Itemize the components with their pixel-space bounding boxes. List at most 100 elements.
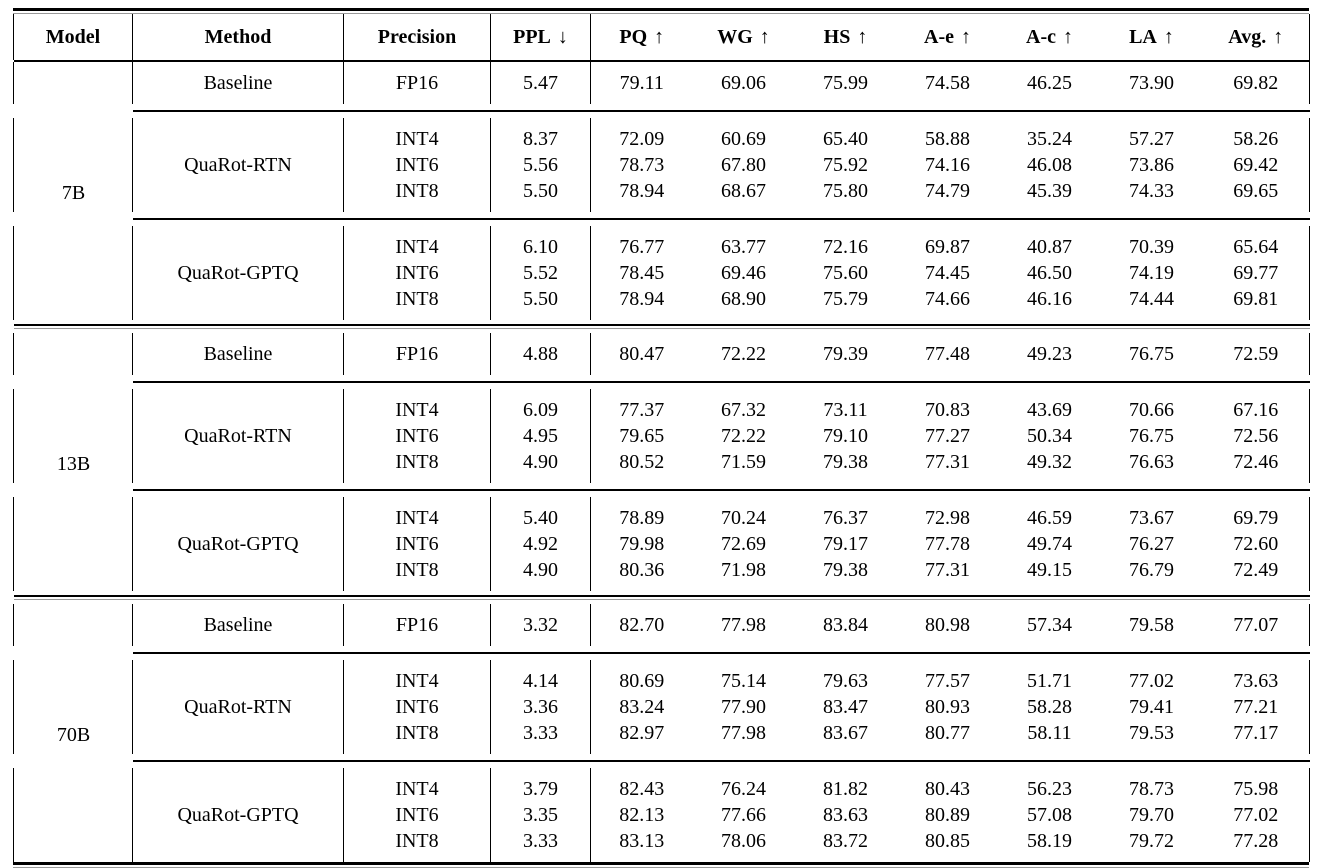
value-cell xyxy=(795,768,897,776)
ppl-cell xyxy=(490,389,591,397)
precision-cell: INT6 xyxy=(343,531,491,557)
value-cell: 73.63 xyxy=(1202,668,1310,694)
model-cell xyxy=(13,286,133,312)
precision-cell: INT4 xyxy=(343,397,491,423)
model-cell xyxy=(13,497,133,505)
value-cell: 49.15 xyxy=(1027,559,1072,581)
value-cell: 80.85 xyxy=(925,830,970,852)
model-cell xyxy=(13,260,133,286)
column-header-precision: Precision xyxy=(343,14,491,60)
value-cell: 72.59 xyxy=(1202,341,1310,367)
value-cell xyxy=(897,660,999,668)
model-cell xyxy=(13,389,133,397)
model-cell xyxy=(13,423,133,449)
value-cell: 79.72 xyxy=(1129,830,1174,852)
value-cell xyxy=(1202,660,1310,668)
method-cell xyxy=(132,475,344,483)
value-cell xyxy=(590,854,693,862)
value-cell: 75.14 xyxy=(721,670,766,692)
value-cell xyxy=(1202,746,1310,754)
value-cell xyxy=(795,604,897,612)
table-row xyxy=(13,389,1310,397)
value-cell: 77.28 xyxy=(1202,828,1310,854)
value-cell: 51.71 xyxy=(1027,670,1072,692)
table-row: QuaRot-RTN INT6 4.95 79.65 72.22 79.10 77.27 50… xyxy=(13,423,1310,449)
value-cell xyxy=(897,638,999,646)
down-arrow-icon: ↓ xyxy=(557,26,568,48)
value-cell: 80.77 xyxy=(925,722,970,744)
value-cell: 72.16 xyxy=(823,236,868,258)
value-cell: 79.38 xyxy=(823,451,868,473)
value-cell xyxy=(999,96,1101,104)
value-cell xyxy=(999,604,1101,612)
value-cell xyxy=(1202,583,1310,591)
table-row xyxy=(13,583,1310,591)
precision-cell xyxy=(343,475,491,483)
value-cell: 57.34 xyxy=(1027,614,1072,636)
ppl-cell: 5.47 xyxy=(490,70,591,96)
method-cell: QuaRot-GPTQ xyxy=(132,531,344,557)
table-row xyxy=(13,312,1310,320)
value-cell: 83.13 xyxy=(590,828,693,854)
table-row: INT4 8.37 72.09 60.69 65.40 58.88 35.24 57.27 58… xyxy=(13,126,1310,152)
precision-cell xyxy=(343,333,491,341)
rule-row xyxy=(14,110,1310,112)
table-row: INT8 4.90 80.52 71.59 79.38 77.31 49.32 76.63 72… xyxy=(13,449,1310,475)
value-cell xyxy=(795,226,897,234)
model-cell xyxy=(13,152,133,178)
method-cell xyxy=(132,768,344,776)
value-cell xyxy=(1202,333,1310,341)
method-cell: Baseline xyxy=(132,70,344,96)
value-cell xyxy=(999,583,1101,591)
value-cell: 46.25 xyxy=(1027,72,1072,94)
method-cell xyxy=(132,367,344,375)
value-cell: 65.64 xyxy=(1202,234,1310,260)
value-cell: 77.02 xyxy=(1202,802,1310,828)
value-cell xyxy=(590,583,693,591)
value-cell: 79.70 xyxy=(1129,804,1174,826)
ppl-cell: 5.50 xyxy=(490,178,591,204)
value-cell: 74.16 xyxy=(925,154,970,176)
ppl-cell: 4.95 xyxy=(490,423,591,449)
value-cell: 77.07 xyxy=(1202,612,1310,638)
value-cell xyxy=(795,660,897,668)
method-cell xyxy=(132,226,344,234)
table-row: INT8 4.90 80.36 71.98 79.38 77.31 49.15 76.79 72… xyxy=(13,557,1310,583)
rule-row xyxy=(14,489,1310,491)
precision-cell xyxy=(343,768,491,776)
value-cell xyxy=(693,604,795,612)
value-cell: 80.98 xyxy=(925,614,970,636)
value-cell xyxy=(693,638,795,646)
model-cell xyxy=(13,854,133,862)
table-row: INT4 6.09 77.37 67.32 73.11 70.83 43.69 70.66 67… xyxy=(13,397,1310,423)
value-cell: 58.28 xyxy=(1027,696,1072,718)
up-arrow-icon: ↑ xyxy=(1273,26,1284,48)
ppl-cell: 4.90 xyxy=(490,557,591,583)
value-cell xyxy=(795,638,897,646)
value-cell xyxy=(999,475,1101,483)
value-cell xyxy=(590,96,693,104)
value-cell xyxy=(897,333,999,341)
value-cell: 57.27 xyxy=(1129,128,1174,150)
value-cell: 77.37 xyxy=(590,397,693,423)
model-cell xyxy=(13,96,133,104)
precision-cell: INT8 xyxy=(343,449,491,475)
method-cell xyxy=(132,604,344,612)
ppl-cell xyxy=(490,854,591,862)
method-cell xyxy=(132,126,344,152)
value-cell xyxy=(693,854,795,862)
value-cell: 72.09 xyxy=(590,126,693,152)
value-cell: 72.98 xyxy=(925,507,970,529)
value-cell xyxy=(1101,660,1203,668)
table-row: QuaRot-GPTQ INT6 3.35 82.13 77.66 83.63 80.89 5… xyxy=(13,802,1310,828)
value-cell: 72.69 xyxy=(721,533,766,555)
value-cell xyxy=(590,746,693,754)
precision-cell xyxy=(343,312,491,320)
mid-rule xyxy=(132,110,1310,112)
value-cell: 77.21 xyxy=(1202,694,1310,720)
value-cell: 73.90 xyxy=(1129,72,1174,94)
value-cell xyxy=(693,367,795,375)
value-cell xyxy=(1202,367,1310,375)
value-cell: 78.06 xyxy=(721,830,766,852)
model-cell xyxy=(13,660,133,668)
